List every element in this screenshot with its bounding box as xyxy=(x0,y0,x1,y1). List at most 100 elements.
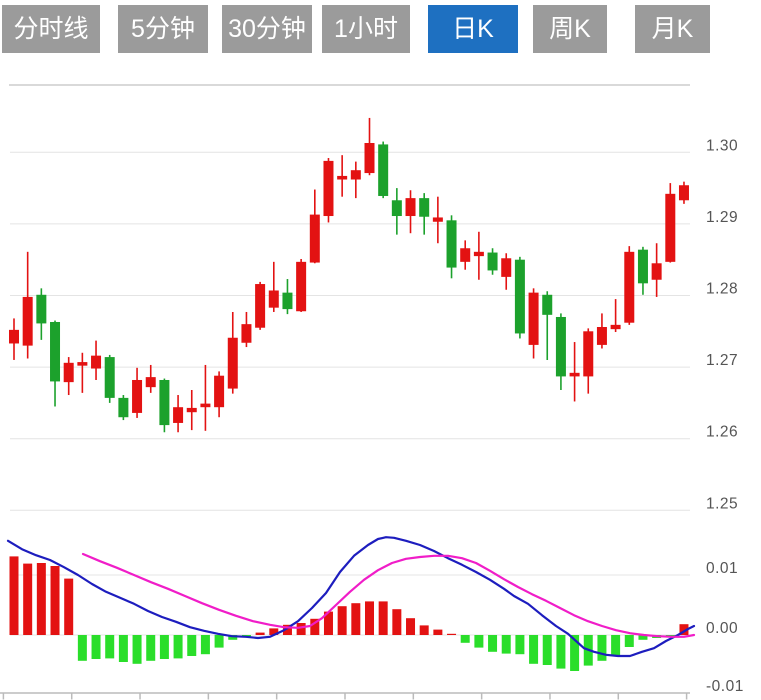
macd-bar xyxy=(488,635,498,652)
candle-body xyxy=(350,170,361,180)
dif-line xyxy=(6,536,696,658)
candle xyxy=(77,352,88,393)
macd-bar xyxy=(515,635,525,655)
tab-period-2[interactable]: 30分钟 xyxy=(222,5,312,53)
candle xyxy=(309,189,320,264)
candle-body xyxy=(145,377,156,388)
candle-body xyxy=(63,362,74,383)
candle xyxy=(241,311,252,348)
candle-body xyxy=(596,327,607,345)
tab-period-6[interactable]: 月K xyxy=(635,5,710,53)
candle-body xyxy=(419,198,430,217)
tab-period-3[interactable]: 1小时 xyxy=(322,5,410,53)
candle-body xyxy=(22,296,33,346)
candle xyxy=(36,288,47,340)
candle-body xyxy=(173,407,184,423)
candle-body xyxy=(214,375,225,408)
candle-body xyxy=(296,261,307,312)
candle xyxy=(542,291,553,360)
candle xyxy=(583,328,594,394)
candle xyxy=(473,231,484,280)
macd-bar xyxy=(447,633,457,635)
candle xyxy=(419,193,430,235)
candle xyxy=(337,155,348,197)
candle xyxy=(651,243,662,297)
candle-body xyxy=(528,292,539,345)
macd-bar xyxy=(570,635,580,671)
candle-body xyxy=(405,198,416,217)
candle-body xyxy=(200,403,211,408)
candle-body xyxy=(241,324,252,343)
candle xyxy=(446,215,457,279)
macd-bar xyxy=(529,635,539,664)
indicator-axis-label: -0.01 xyxy=(706,678,744,695)
candle-body xyxy=(268,290,279,308)
candle xyxy=(282,279,293,315)
price-axis-label: 1.30 xyxy=(706,137,738,154)
candle xyxy=(364,117,375,176)
candle-body xyxy=(432,217,443,222)
macd-bar xyxy=(679,624,689,635)
candle xyxy=(555,313,566,391)
candle xyxy=(255,281,266,330)
candle xyxy=(514,256,525,339)
candle-body xyxy=(637,249,648,284)
macd-bar xyxy=(91,635,101,659)
candle xyxy=(528,288,539,359)
macd-bar xyxy=(105,635,115,659)
candle-body xyxy=(104,357,115,398)
candle-body xyxy=(678,185,689,201)
macd-bar xyxy=(310,618,320,635)
candle xyxy=(678,181,689,204)
macd-bar xyxy=(36,563,46,635)
macd-bar xyxy=(351,603,361,635)
macd-bar xyxy=(50,566,60,635)
candle xyxy=(118,395,129,421)
candle xyxy=(323,158,334,223)
candle-body xyxy=(610,324,621,330)
macd-bar xyxy=(146,635,156,661)
candle-body xyxy=(309,214,320,263)
candle-body xyxy=(159,379,170,426)
candle xyxy=(350,161,361,199)
candle-body xyxy=(186,407,197,413)
candle-body xyxy=(255,284,266,328)
candle xyxy=(227,311,238,394)
candle-body xyxy=(514,259,525,334)
dea-line xyxy=(81,552,696,638)
macd-bar xyxy=(419,625,429,635)
macd-bar xyxy=(364,601,374,635)
macd-bar xyxy=(296,623,306,635)
candle xyxy=(405,190,416,234)
candle-body xyxy=(77,362,88,366)
candle xyxy=(296,258,307,312)
candle-body xyxy=(36,294,47,324)
macd-bar xyxy=(255,632,265,635)
candle-body xyxy=(282,292,293,310)
macd-bar xyxy=(9,556,19,635)
period-tabbar: 分时线 5分钟 30分钟 1小时 日K 周K 月K xyxy=(0,0,761,60)
candle xyxy=(624,246,635,325)
candle xyxy=(501,253,512,290)
macd-bar xyxy=(406,618,416,635)
candle-body xyxy=(118,397,129,418)
tab-period-1[interactable]: 5分钟 xyxy=(118,5,208,53)
candle xyxy=(200,364,211,431)
candle-body xyxy=(665,193,676,262)
candle xyxy=(596,313,607,349)
macd-bar xyxy=(282,624,292,635)
price-axis-label: 1.27 xyxy=(706,352,738,369)
candle-body xyxy=(487,252,498,271)
price-axis-label: 1.25 xyxy=(706,495,738,512)
candle xyxy=(460,240,471,270)
tab-period-4[interactable]: 日K xyxy=(428,5,518,53)
candle-body xyxy=(583,331,594,377)
tab-period-5[interactable]: 周K xyxy=(533,5,607,53)
candle xyxy=(186,390,197,431)
macd-gridlines: 0.01 0.00 -0.01 xyxy=(10,560,744,695)
tab-period-0[interactable]: 分时线 xyxy=(2,5,100,53)
candle-body xyxy=(91,355,102,369)
indicator-axis-label: 0.00 xyxy=(706,620,738,637)
indicator-axis-label: 0.01 xyxy=(706,560,738,577)
